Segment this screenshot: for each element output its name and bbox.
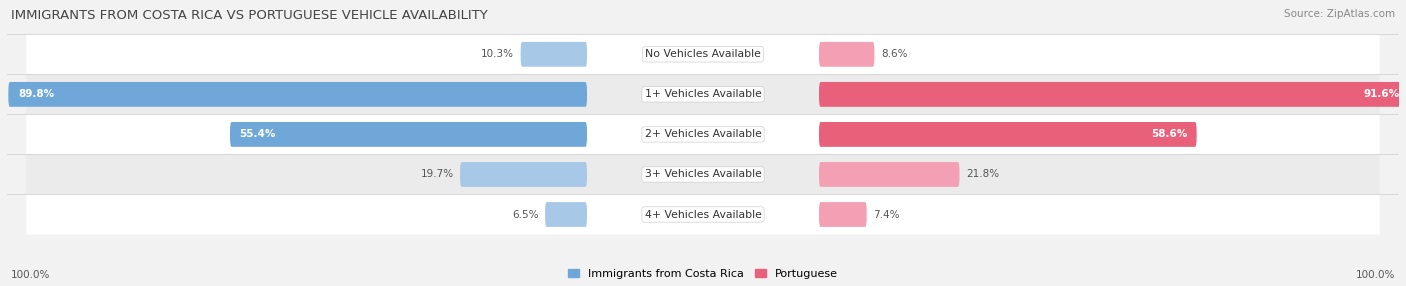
- Text: 1+ Vehicles Available: 1+ Vehicles Available: [644, 90, 762, 99]
- Text: Source: ZipAtlas.com: Source: ZipAtlas.com: [1284, 9, 1395, 19]
- FancyBboxPatch shape: [460, 162, 588, 187]
- Text: 58.6%: 58.6%: [1150, 130, 1187, 139]
- FancyBboxPatch shape: [8, 82, 588, 107]
- FancyBboxPatch shape: [818, 162, 959, 187]
- Text: 89.8%: 89.8%: [18, 90, 53, 99]
- FancyBboxPatch shape: [27, 194, 1379, 235]
- Text: 19.7%: 19.7%: [420, 170, 454, 179]
- FancyBboxPatch shape: [27, 74, 1379, 114]
- Text: IMMIGRANTS FROM COSTA RICA VS PORTUGUESE VEHICLE AVAILABILITY: IMMIGRANTS FROM COSTA RICA VS PORTUGUESE…: [11, 9, 488, 21]
- FancyBboxPatch shape: [818, 122, 1197, 147]
- Text: 100.0%: 100.0%: [11, 270, 51, 280]
- Text: 2+ Vehicles Available: 2+ Vehicles Available: [644, 130, 762, 139]
- Text: 21.8%: 21.8%: [966, 170, 1000, 179]
- FancyBboxPatch shape: [520, 42, 588, 67]
- Text: 3+ Vehicles Available: 3+ Vehicles Available: [644, 170, 762, 179]
- FancyBboxPatch shape: [27, 114, 1379, 154]
- Text: 6.5%: 6.5%: [512, 210, 538, 219]
- Text: 4+ Vehicles Available: 4+ Vehicles Available: [644, 210, 762, 219]
- FancyBboxPatch shape: [231, 122, 588, 147]
- Legend: Immigrants from Costa Rica, Portuguese: Immigrants from Costa Rica, Portuguese: [564, 264, 842, 283]
- Text: 100.0%: 100.0%: [1355, 270, 1395, 280]
- Text: 10.3%: 10.3%: [481, 49, 515, 59]
- FancyBboxPatch shape: [546, 202, 588, 227]
- FancyBboxPatch shape: [27, 34, 1379, 74]
- FancyBboxPatch shape: [27, 154, 1379, 194]
- Text: 55.4%: 55.4%: [239, 130, 276, 139]
- Text: 8.6%: 8.6%: [880, 49, 907, 59]
- FancyBboxPatch shape: [818, 42, 875, 67]
- FancyBboxPatch shape: [818, 82, 1406, 107]
- FancyBboxPatch shape: [818, 202, 866, 227]
- Text: 91.6%: 91.6%: [1364, 90, 1399, 99]
- Text: 7.4%: 7.4%: [873, 210, 900, 219]
- Text: No Vehicles Available: No Vehicles Available: [645, 49, 761, 59]
